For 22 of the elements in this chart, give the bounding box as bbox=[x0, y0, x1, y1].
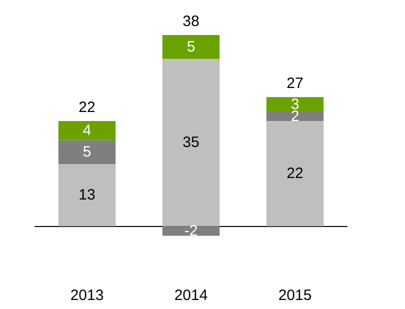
x-tick-label: 2015 bbox=[278, 287, 312, 304]
bar bbox=[162, 226, 220, 236]
total-label: 22 bbox=[78, 99, 96, 116]
x-tick-label: 2014 bbox=[174, 287, 208, 304]
bar bbox=[266, 121, 324, 226]
x-tick-label: 2013 bbox=[70, 287, 104, 304]
bar bbox=[58, 121, 116, 140]
data-label: 22 bbox=[286, 165, 304, 182]
data-label: 13 bbox=[78, 186, 96, 204]
bar bbox=[58, 140, 116, 164]
data-label: 35 bbox=[182, 134, 200, 152]
bar bbox=[266, 111, 324, 122]
bar bbox=[58, 164, 116, 226]
data-label: 5 bbox=[186, 38, 196, 56]
data-label: 5 bbox=[82, 144, 92, 161]
bar bbox=[162, 35, 220, 59]
bar bbox=[266, 97, 324, 112]
data-label: 4 bbox=[82, 122, 92, 140]
total-label: 38 bbox=[182, 13, 200, 30]
total-label: 27 bbox=[286, 75, 304, 92]
bar bbox=[162, 58, 220, 226]
data-label: -2 bbox=[184, 222, 198, 240]
